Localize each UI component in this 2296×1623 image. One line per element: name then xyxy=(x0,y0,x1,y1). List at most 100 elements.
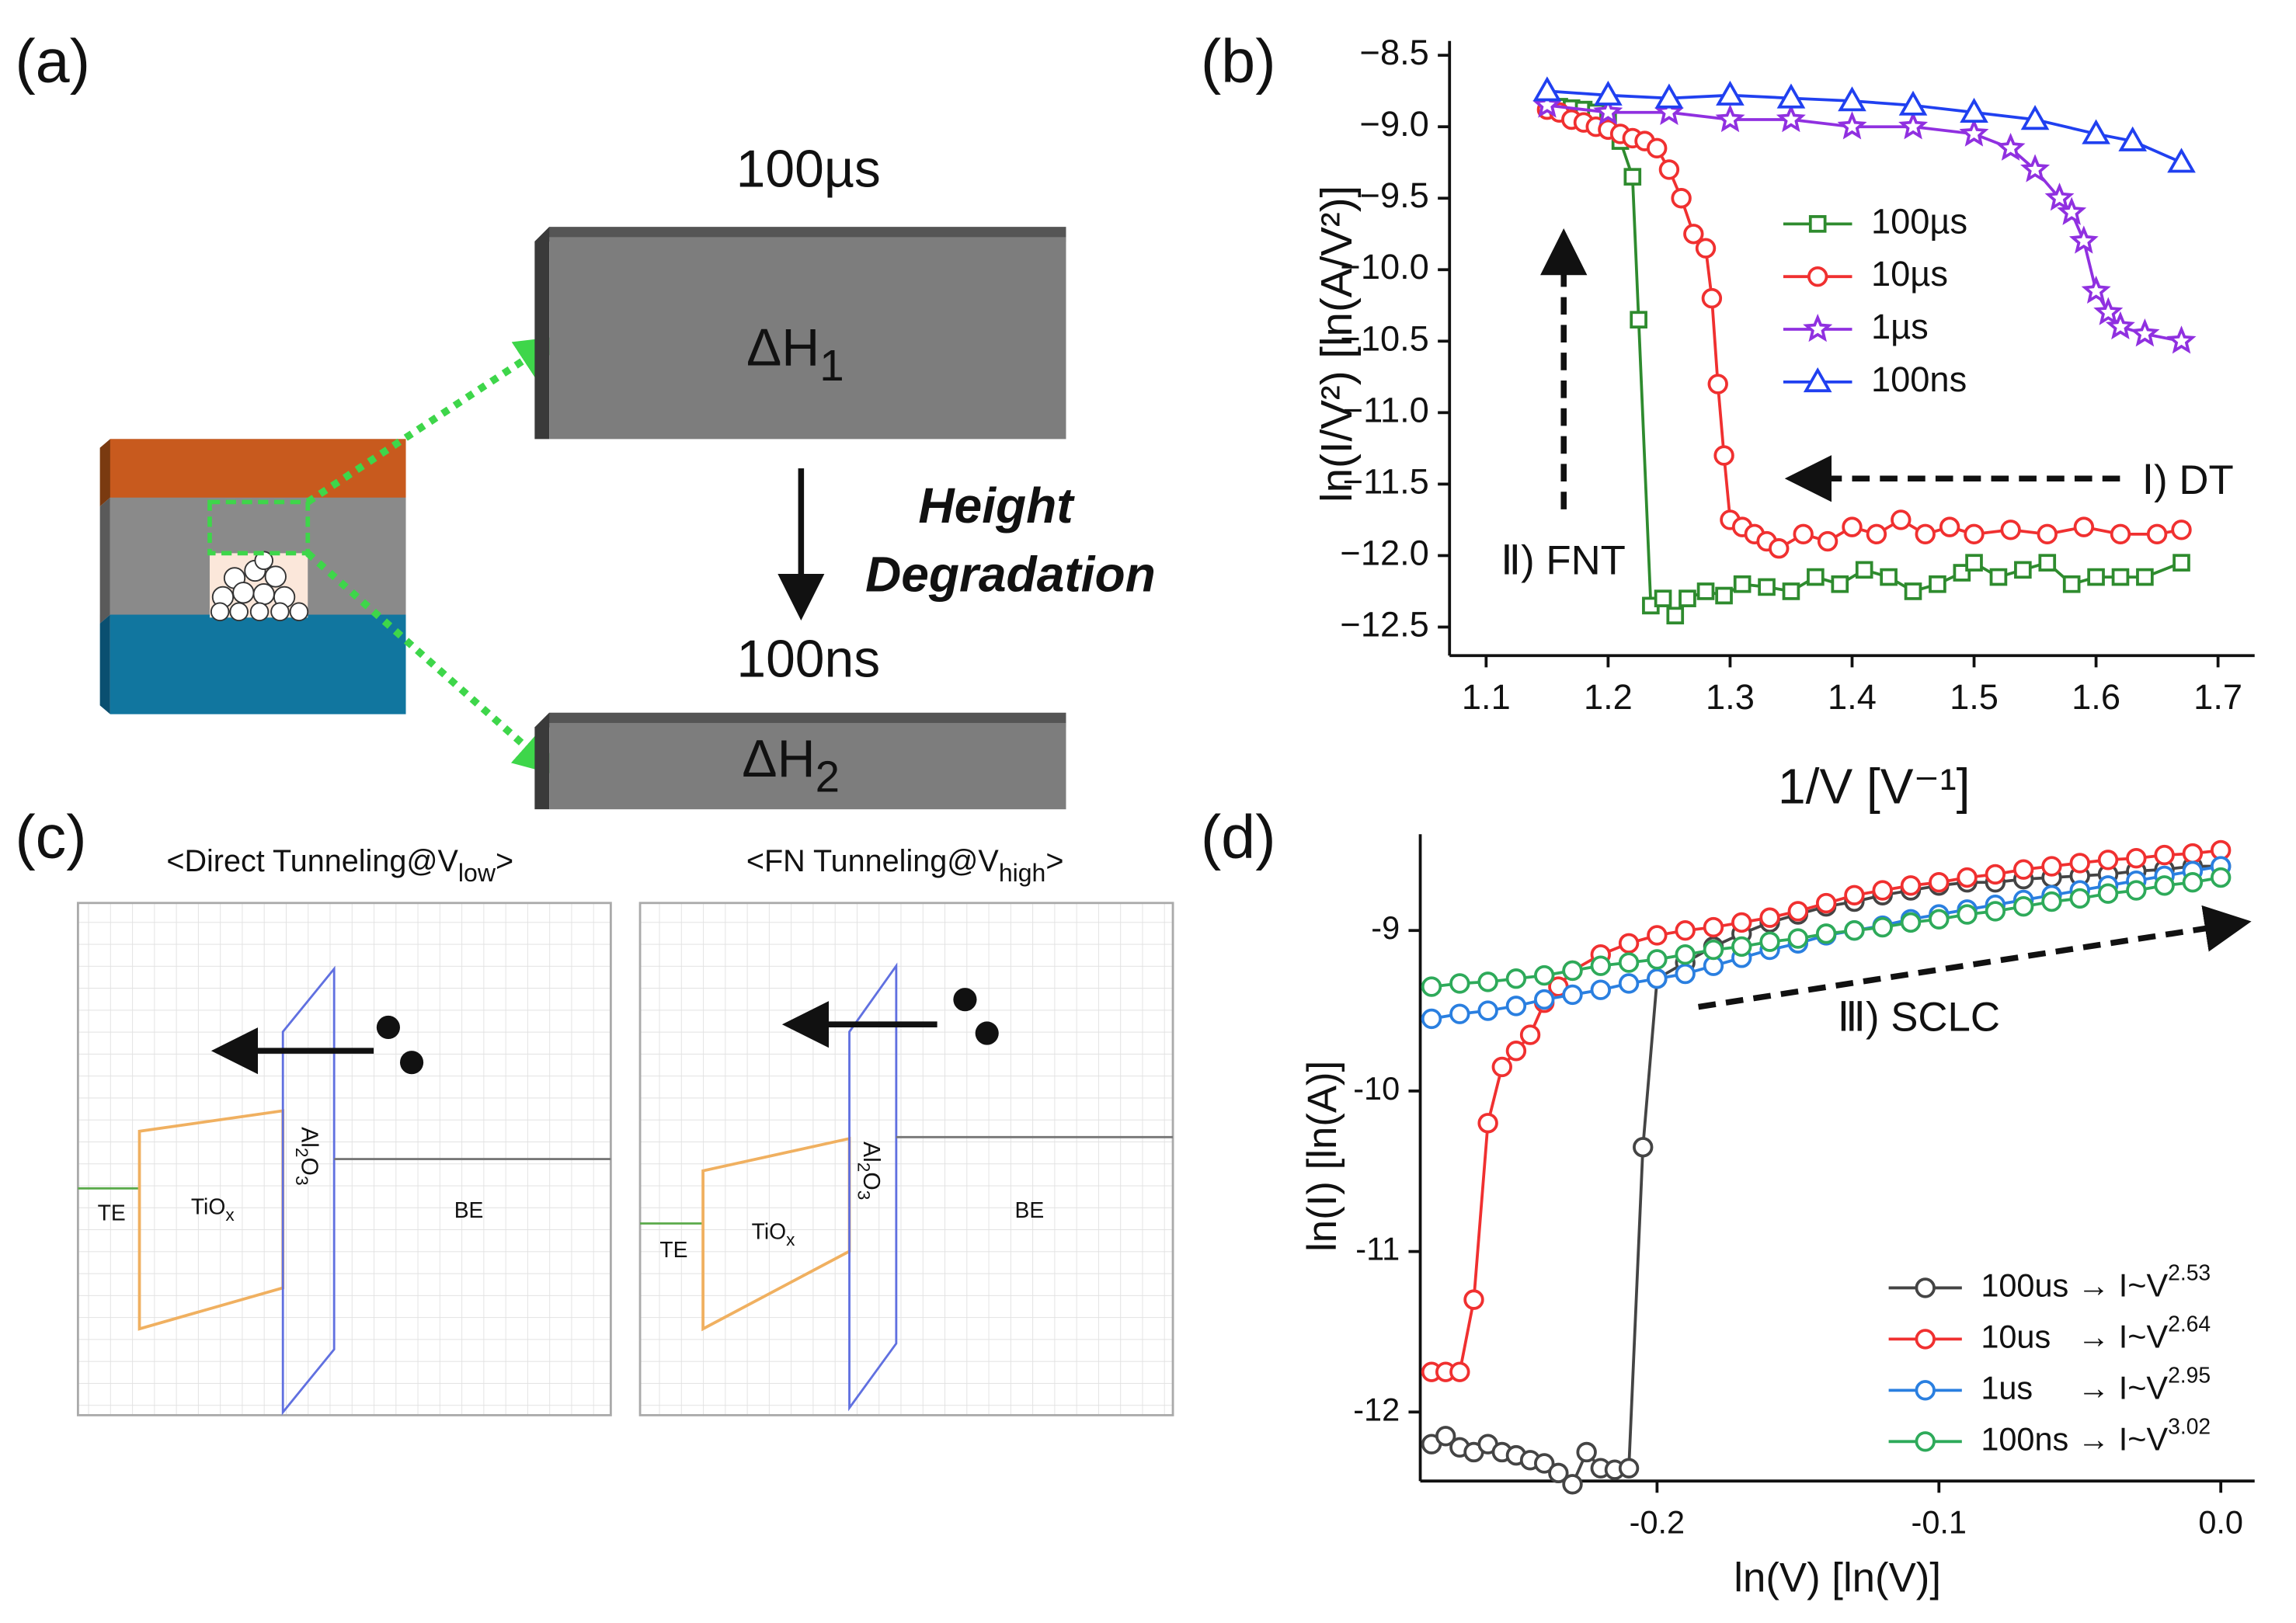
legend-exponent: 3.02 xyxy=(2168,1414,2211,1439)
marker xyxy=(2146,523,2168,545)
y-tick-label: −12.0 xyxy=(1340,533,1428,572)
marker xyxy=(1776,103,1806,133)
marker xyxy=(2126,848,2147,869)
marker xyxy=(1959,118,1989,147)
y-axis-title: ln(I/V²) [ln(A/V²)] xyxy=(1312,186,1361,502)
x-tick-label: 1.7 xyxy=(2193,677,2242,717)
marker xyxy=(1731,912,1752,933)
barrier-block xyxy=(549,237,1066,440)
marker xyxy=(1633,1137,1654,1158)
marker xyxy=(1929,872,1950,893)
marker xyxy=(1776,83,1806,109)
series-line xyxy=(1546,103,2183,619)
marker xyxy=(1787,901,1809,922)
marker xyxy=(1985,901,2006,922)
panel-label: (a) xyxy=(15,26,90,96)
legend-label: 100ns xyxy=(1871,360,1967,399)
marker xyxy=(1477,971,1498,992)
marker xyxy=(2154,875,2175,896)
marker xyxy=(2118,126,2148,151)
legend-name: 100ns → I~V xyxy=(1981,1420,2168,1457)
band-title: <FN Tunneling@Vhigh> xyxy=(746,844,1064,887)
marker xyxy=(2110,523,2131,545)
legend-name: 10us → I~V xyxy=(1981,1318,2168,1354)
marker xyxy=(1449,1361,1470,1382)
annotation-arrow xyxy=(1698,905,2252,1010)
marker xyxy=(1532,89,1562,118)
legend-label: 100us → I~V2.53 xyxy=(1981,1260,2211,1303)
marker xyxy=(1769,538,1790,559)
marker xyxy=(1696,582,1715,600)
marker xyxy=(1421,976,1442,997)
y-tick-label: −9.5 xyxy=(1360,176,1429,215)
legend-label: 100ns → I~V3.02 xyxy=(1981,1414,2211,1457)
legend-name: 100us → I~V xyxy=(1981,1267,2168,1303)
marker xyxy=(1898,111,1929,140)
marker xyxy=(1872,916,1893,938)
marker xyxy=(1759,931,1780,952)
marker xyxy=(1965,554,1983,572)
legend-label: 10µs xyxy=(1871,254,1948,294)
marker xyxy=(2057,196,2087,225)
legend-name: 1us → I~V xyxy=(1981,1369,2168,1406)
x-tick-label: 1.6 xyxy=(2072,677,2120,717)
marker xyxy=(1666,606,1685,625)
legend-marker xyxy=(1803,367,1832,393)
y-tick-label: −11.0 xyxy=(1343,390,1429,429)
marker xyxy=(1957,867,1978,888)
marker xyxy=(1647,137,1668,159)
marker xyxy=(1671,188,1692,209)
x-tick-label: -0.1 xyxy=(1912,1504,1967,1541)
legend-marker xyxy=(1915,1329,1936,1350)
marker xyxy=(1733,575,1752,593)
electron xyxy=(975,1021,999,1045)
y-tick-label: −9.0 xyxy=(1360,104,1429,144)
marker xyxy=(1929,909,1950,930)
marker xyxy=(2136,568,2154,586)
y-axis-title: ln(I) [ln(A)] xyxy=(1299,1061,1345,1252)
x-tick-label: 1.2 xyxy=(1584,677,1633,717)
legend-name: 100ns xyxy=(1871,360,1967,399)
marker xyxy=(1855,561,1873,579)
marker xyxy=(1716,80,1745,106)
legend-name: 100µs xyxy=(1871,201,1967,241)
marker xyxy=(1618,952,1640,973)
marker xyxy=(1782,582,1800,600)
arrow-text: Degradation xyxy=(865,546,1156,602)
marker xyxy=(1707,374,1728,394)
y-tick-label: −10.0 xyxy=(1340,247,1428,287)
marker xyxy=(1815,892,1837,914)
marker xyxy=(2062,575,2081,593)
marker xyxy=(1713,445,1734,466)
annotation: Ⅰ) DT xyxy=(2142,457,2234,503)
y-tick-label: −12.5 xyxy=(1340,604,1428,644)
marker xyxy=(1985,864,2006,885)
marker xyxy=(2087,568,2105,586)
x-tick-label: 1.5 xyxy=(1950,677,1999,717)
marker xyxy=(1675,920,1696,941)
marker xyxy=(1491,1056,1512,1078)
legend-marker xyxy=(1807,266,1828,287)
legend-marker xyxy=(1915,1380,1936,1401)
marker xyxy=(1647,949,1668,970)
device-side xyxy=(99,497,110,624)
marker xyxy=(1989,568,2008,586)
legend-exponent: 2.95 xyxy=(2168,1363,2211,1388)
marker xyxy=(2068,225,2099,254)
marker xyxy=(1995,132,2026,161)
marker xyxy=(1630,311,1647,329)
marker xyxy=(2012,896,2034,917)
marker xyxy=(1787,928,1809,949)
panel-c: (c) <Direct Tunneling@Vlow> <FN Tunnelin… xyxy=(15,802,1174,1416)
marker xyxy=(1880,568,1898,586)
panel-label: (d) xyxy=(1201,802,1276,871)
marker xyxy=(1647,925,1668,946)
marker xyxy=(2000,520,2021,540)
y-tick-label: −8.5 xyxy=(1360,33,1429,72)
marker xyxy=(1618,1458,1640,1479)
marker xyxy=(1477,1000,1498,1021)
zoom-box xyxy=(207,499,311,556)
x-tick-label: 1.1 xyxy=(1462,677,1511,717)
marker xyxy=(1815,923,1837,944)
arrow-text: Height xyxy=(918,478,1075,533)
